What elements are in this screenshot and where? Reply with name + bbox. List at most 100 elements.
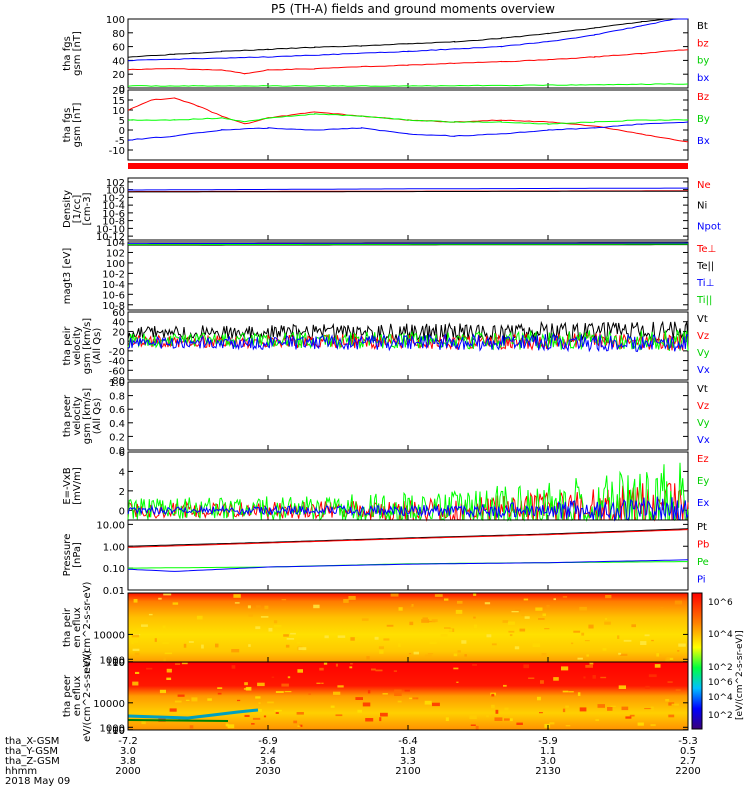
- spectrogram-cell: [133, 599, 138, 603]
- y-tick-label: 104: [106, 238, 125, 249]
- spectrogram-cell: [620, 653, 628, 656]
- spectrogram-cell: [644, 708, 653, 710]
- y-tick-label: 60: [112, 308, 125, 319]
- spectrogram-cell: [244, 714, 250, 717]
- colorbar-tick-label: 10^4: [708, 630, 733, 640]
- spectrogram-cell: [562, 596, 568, 598]
- series-line-Ni: [128, 190, 688, 193]
- y-tick-label: 15: [112, 96, 125, 107]
- spectrogram-cell: [275, 712, 279, 714]
- x-tick-label-z: 3.3: [400, 756, 416, 767]
- spectrogram-cell: [215, 643, 219, 648]
- spectrogram-cell: [472, 664, 477, 666]
- spectrogram-cell: [583, 676, 586, 679]
- spectrogram-cell: [231, 665, 236, 669]
- colorbar-tick-label: 10^6: [708, 678, 733, 688]
- spectrogram-cell: [568, 691, 574, 693]
- spectrogram-cell: [542, 613, 546, 617]
- y-axis-label: tha peir: [62, 326, 73, 366]
- spectrogram-cell: [509, 634, 513, 637]
- y-axis-label: velocity: [72, 326, 83, 365]
- series-line-Pb: [127, 529, 689, 548]
- spectrogram-cell: [585, 665, 593, 668]
- spectrogram-cell: [253, 717, 261, 720]
- y-axis-label: tha peer: [62, 394, 73, 437]
- y-tick-label: 0.6: [109, 405, 125, 416]
- y-axis-label: en eflux: [72, 676, 83, 716]
- spectrogram-cell: [132, 648, 140, 651]
- series-line-Ti⊥: [128, 242, 689, 245]
- y-tick-label: 0.2: [109, 432, 125, 443]
- x-row-label-x: tha_X-GSM: [5, 736, 59, 747]
- spectrogram-cell: [419, 629, 424, 632]
- y-tick-label: 10-6: [102, 209, 125, 220]
- panel-frame: [127, 381, 689, 451]
- x-tick-label-y: 3.0: [120, 746, 136, 757]
- series-line-Bx: [127, 121, 689, 141]
- y-tick-label: 100: [106, 15, 125, 26]
- y-tick-label: 20: [112, 70, 125, 81]
- spectrogram-cell: [546, 604, 550, 609]
- y-tick-label: 100: [106, 186, 125, 197]
- spectrogram-cell: [166, 668, 172, 673]
- spectrogram-cell: [297, 669, 303, 673]
- spectrogram-cell: [584, 640, 590, 642]
- spectrogram-cell: [455, 609, 463, 614]
- spectrogram-cell: [562, 690, 569, 693]
- spectrogram-cell: [486, 715, 489, 718]
- spectrogram-cell: [610, 705, 616, 707]
- x-tick-label-x: -7.2: [118, 736, 138, 747]
- series-line-Ez: [127, 482, 689, 522]
- spectrogram-cell: [637, 722, 644, 726]
- spectrogram-cell: [357, 709, 362, 713]
- spectrogram-cell: [523, 598, 529, 601]
- legend-label-Vz: Vz: [697, 401, 709, 412]
- date-label: 2018 May 09: [5, 776, 70, 787]
- y-axis-label: magt3 [eV]: [62, 248, 73, 305]
- panel-3: 10210010-210-410-610-810-1010-12Density[…: [62, 177, 721, 243]
- x-tick-label-y: 0.5: [680, 746, 696, 757]
- spectrogram-cell: [390, 593, 399, 597]
- spectrogram-cell: [516, 722, 523, 725]
- spectrogram-cell: [577, 657, 583, 660]
- spectrogram-cell: [398, 643, 401, 647]
- quality-flag-bar: [128, 163, 688, 169]
- y-axis-label: [nPa]: [72, 542, 83, 568]
- spectrogram-cell: [667, 681, 673, 683]
- spectrogram-cell: [217, 687, 223, 689]
- spectrogram-cell: [335, 714, 343, 717]
- series-line-Ex: [127, 496, 689, 522]
- spectrogram-cell: [337, 685, 344, 688]
- y-tick-label: 5: [119, 116, 125, 127]
- spectrogram-cell: [154, 638, 157, 642]
- spectrogram-cell: [348, 596, 356, 600]
- y-tick-label: 10: [112, 106, 125, 117]
- spectrogram-cell: [621, 706, 629, 711]
- spectrogram-cell: [366, 656, 370, 660]
- spectrogram-cell: [413, 651, 419, 655]
- spectrogram-cell: [296, 642, 301, 644]
- y-tick-label: -60: [109, 366, 125, 377]
- x-axis-annotations: tha_X-GSM tha_Y-GSM tha_Z-GSM hhmm 2018 …: [5, 736, 701, 787]
- panel-6: 1.0 0.8 0.6 0.4 0.2 0.0 tha peer velocity gsm [k…: [62, 378, 710, 457]
- y-axis-label: (All Qs): [92, 328, 103, 365]
- spectrogram-cell: [645, 685, 650, 689]
- legend-label-Bt: Bt: [697, 21, 708, 32]
- spectrogram-cell: [131, 634, 140, 638]
- spectrogram-cell: [383, 638, 390, 641]
- spectrogram-cell: [191, 697, 198, 702]
- colorbar: 10^6 10^4 10^2 10^6 10^4 10^2 [eV/(cm^2-…: [691, 592, 745, 730]
- y-tick-label: 102: [106, 178, 125, 189]
- legend-label-Vy: Vy: [697, 348, 710, 359]
- spectrogram-cell: [273, 620, 278, 624]
- spectrogram-cell: [245, 686, 252, 691]
- spectrogram-cell: [431, 619, 438, 623]
- spectrogram-cell: [275, 691, 284, 693]
- spectrogram-cell: [393, 670, 397, 672]
- spectrogram-cell: [394, 692, 402, 696]
- panel-7: 6 4 2 0 E=-VxB [mV/m] Ez Ey Ex: [62, 448, 709, 522]
- y-axis-label: Density: [62, 190, 73, 228]
- spectrogram-cell: [514, 646, 520, 650]
- spectrogram-cell: [324, 635, 329, 639]
